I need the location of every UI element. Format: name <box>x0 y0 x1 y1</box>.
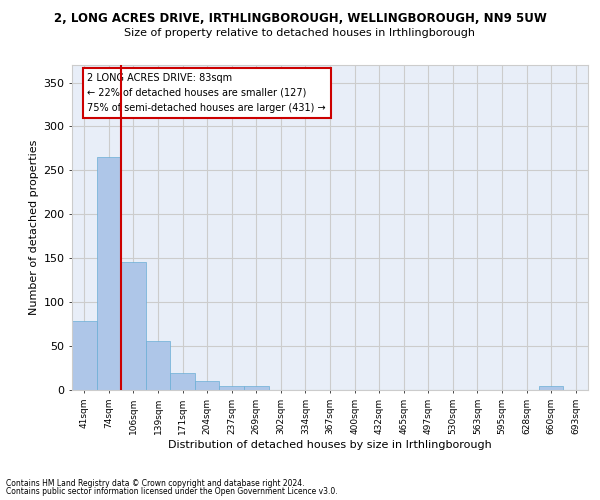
Bar <box>121 262 146 390</box>
Bar <box>72 322 97 390</box>
Bar <box>195 381 220 390</box>
Text: Size of property relative to detached houses in Irthlingborough: Size of property relative to detached ho… <box>125 28 476 38</box>
Y-axis label: Number of detached properties: Number of detached properties <box>29 140 39 315</box>
Bar <box>146 341 170 390</box>
Text: 2, LONG ACRES DRIVE, IRTHLINGBOROUGH, WELLINGBOROUGH, NN9 5UW: 2, LONG ACRES DRIVE, IRTHLINGBOROUGH, WE… <box>53 12 547 26</box>
Text: Contains HM Land Registry data © Crown copyright and database right 2024.: Contains HM Land Registry data © Crown c… <box>6 478 305 488</box>
Bar <box>220 386 244 390</box>
Text: 2 LONG ACRES DRIVE: 83sqm
← 22% of detached houses are smaller (127)
75% of semi: 2 LONG ACRES DRIVE: 83sqm ← 22% of detac… <box>88 73 326 112</box>
Bar <box>97 157 121 390</box>
Bar <box>170 374 195 390</box>
Text: Contains public sector information licensed under the Open Government Licence v3: Contains public sector information licen… <box>6 487 338 496</box>
Bar <box>244 386 269 390</box>
X-axis label: Distribution of detached houses by size in Irthlingborough: Distribution of detached houses by size … <box>168 440 492 450</box>
Bar <box>539 386 563 390</box>
